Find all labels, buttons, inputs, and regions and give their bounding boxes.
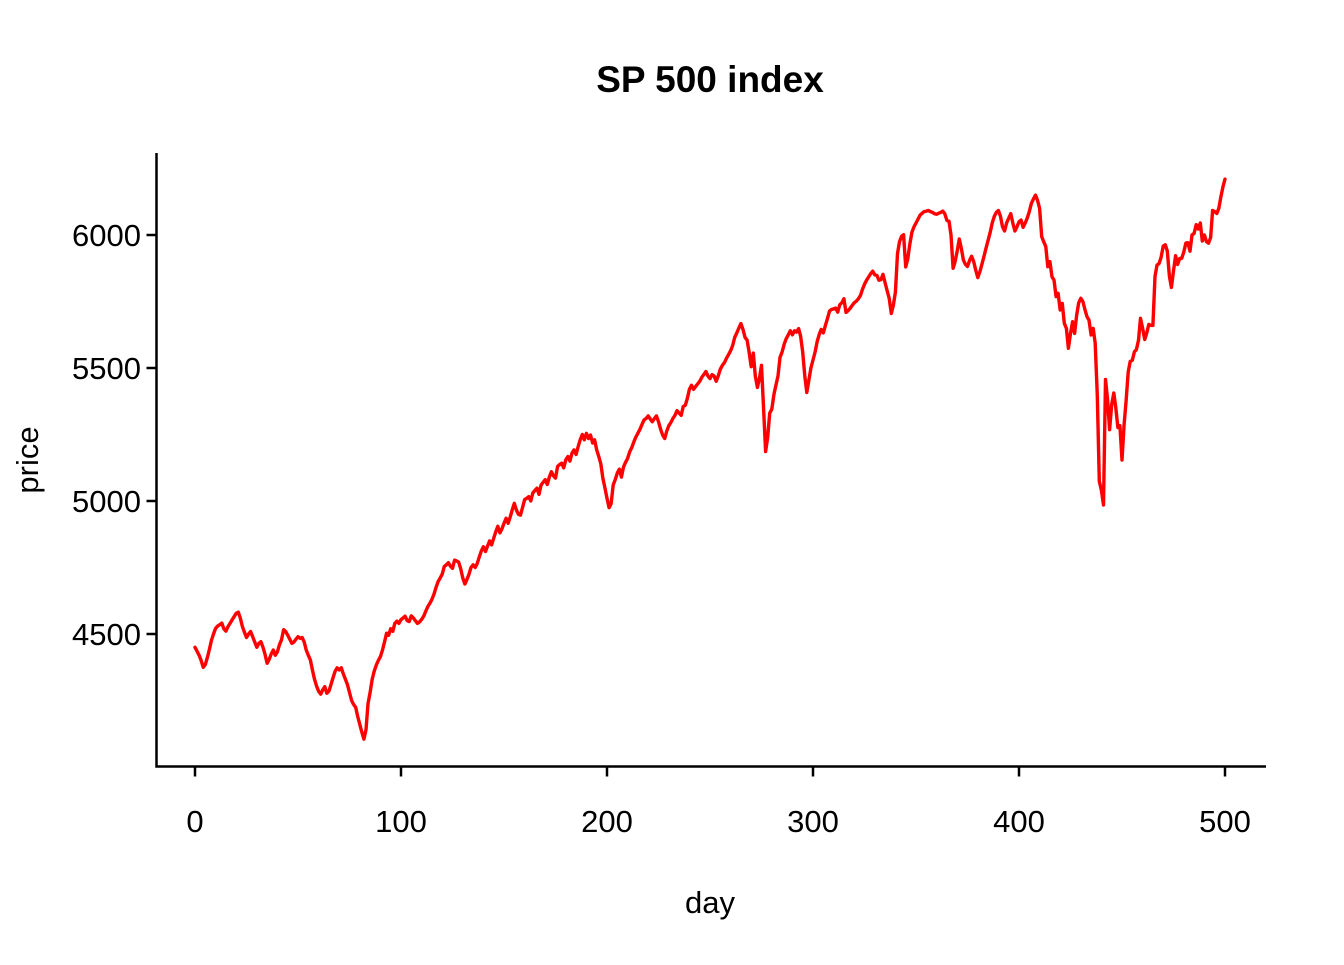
chart-title: SP 500 index: [596, 59, 824, 100]
x-tick-label: 400: [993, 804, 1045, 839]
axis-lines: [155, 153, 1266, 768]
x-axis-ticks: 0 100 200 300 400 500: [186, 766, 1251, 839]
x-tick-label: 200: [581, 804, 633, 839]
x-tick-label: 300: [787, 804, 839, 839]
y-tick-label: 6000: [72, 218, 141, 253]
x-tick-label: 500: [1199, 804, 1251, 839]
y-tick-label: 5500: [72, 351, 141, 386]
price-series-line: [193, 177, 1227, 741]
y-axis-label: price: [10, 426, 45, 493]
y-tick-label: 5000: [72, 484, 141, 519]
x-axis-label: day: [685, 885, 735, 920]
x-tick-label: 0: [186, 804, 203, 839]
x-tick-label: 100: [375, 804, 427, 839]
y-tick-label: 4500: [72, 617, 141, 652]
y-axis-ticks: 4500 5000 5500 6000: [72, 218, 157, 652]
